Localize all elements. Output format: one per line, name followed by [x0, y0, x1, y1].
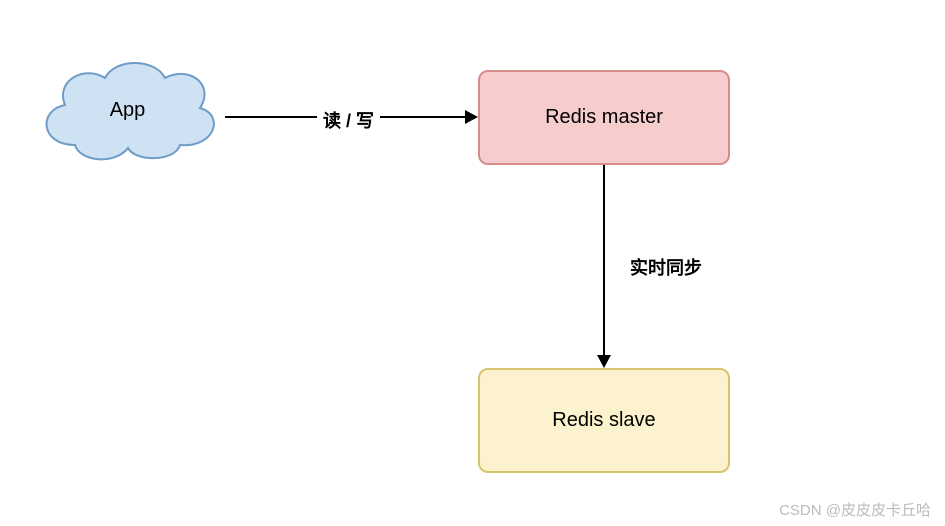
node-app-label: App: [30, 50, 225, 170]
edge-master-to-slave-line: [603, 165, 605, 357]
edge-master-to-slave-arrow-icon: [597, 355, 611, 368]
edge-app-to-master-arrow-icon: [465, 110, 478, 124]
edge-master-to-slave-label: 实时同步: [624, 252, 708, 282]
watermark-text: CSDN @皮皮皮卡丘哈: [779, 499, 931, 520]
node-redis-slave: Redis slave: [478, 368, 730, 473]
node-redis-slave-label: Redis slave: [552, 409, 655, 432]
edge-app-to-master-label: 读 / 写: [317, 105, 380, 135]
node-app: App: [30, 50, 225, 170]
node-redis-master: Redis master: [478, 70, 730, 165]
node-redis-master-label: Redis master: [545, 106, 663, 129]
